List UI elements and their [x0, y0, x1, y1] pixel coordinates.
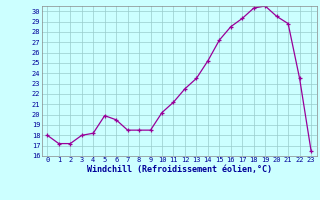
X-axis label: Windchill (Refroidissement éolien,°C): Windchill (Refroidissement éolien,°C)	[87, 165, 272, 174]
